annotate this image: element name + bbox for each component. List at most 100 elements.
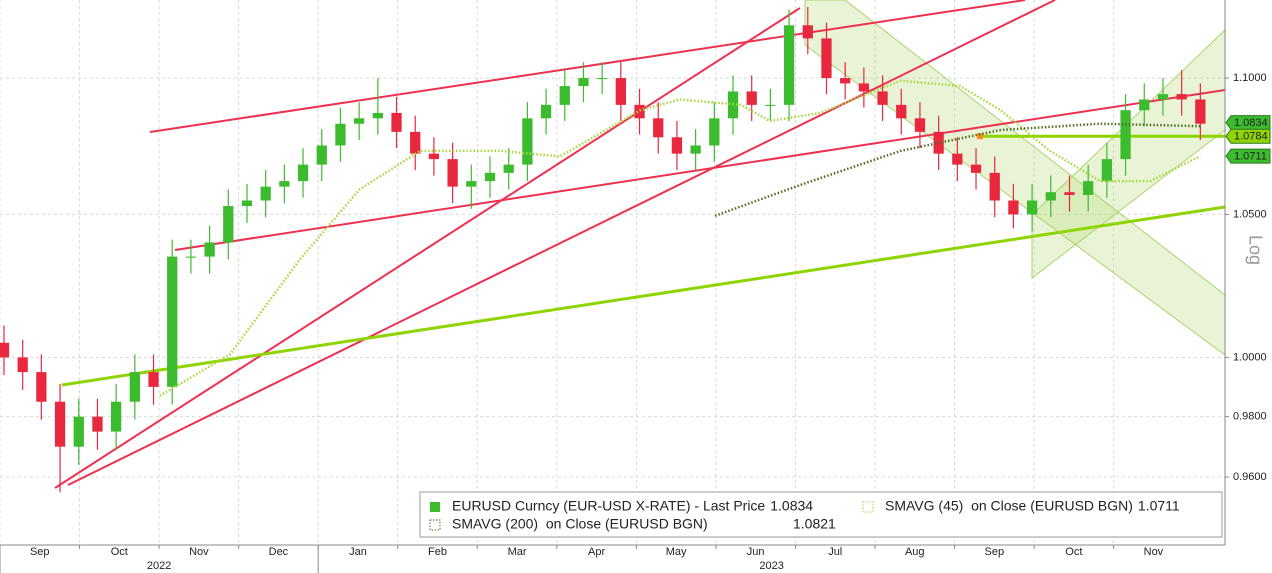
candle-body — [858, 83, 870, 92]
candle-body — [167, 256, 178, 387]
candle-body — [989, 172, 1000, 201]
price-tag-label: 1.0834 — [1234, 117, 1268, 129]
candle-body — [354, 118, 365, 124]
candle-body — [1195, 99, 1206, 124]
price-tag — [1225, 115, 1271, 131]
candle-body — [279, 181, 290, 187]
candle-body — [1101, 159, 1113, 182]
candle-body — [36, 372, 47, 402]
trend-line — [174, 89, 1226, 251]
candle-body — [952, 153, 963, 165]
candle-body — [466, 181, 477, 187]
candle-body — [1045, 192, 1056, 201]
candle-body — [241, 200, 253, 207]
candle-body — [428, 153, 440, 160]
trend-line — [61, 205, 1226, 387]
x-tick-label: Oct — [1065, 546, 1082, 558]
legend-box — [419, 491, 1223, 538]
legend-swatch — [430, 502, 440, 512]
candle-body — [746, 91, 757, 105]
legend-value: 1.0711 — [1138, 498, 1180, 514]
candle-body — [223, 206, 234, 243]
candle-body — [709, 118, 720, 146]
candle-body — [597, 78, 608, 80]
candle-body — [503, 164, 514, 173]
legend-value: 1.0834 — [770, 498, 813, 514]
candle-body — [802, 25, 813, 39]
legend-label: SMAVG (45) on Close (EURUSD BGN) — [885, 498, 1133, 514]
trend-line — [67, 0, 1056, 486]
candle-body — [92, 416, 103, 432]
x-tick-label: Feb — [428, 546, 447, 558]
candle-body — [372, 112, 383, 119]
candle-body — [690, 145, 701, 154]
candle-body — [54, 401, 66, 447]
candle-body — [578, 78, 589, 87]
candle-body — [634, 104, 645, 119]
trend-line — [149, 0, 1026, 133]
candle-body — [185, 256, 197, 258]
legend-swatch — [862, 501, 874, 513]
candle-body — [1120, 110, 1131, 160]
x-tick-label: Dec — [269, 546, 289, 558]
candle-body — [615, 78, 626, 105]
candle-body — [671, 137, 683, 154]
price-tag — [1225, 148, 1271, 164]
plot — [0, 7, 1225, 493]
x-tick-label: Jan — [349, 546, 367, 558]
candle-body — [0, 342, 10, 358]
scale-label: Log — [1245, 235, 1265, 265]
candle-body — [840, 78, 851, 84]
candle-body — [73, 416, 84, 447]
candle-body — [1157, 94, 1169, 100]
candle-body — [129, 372, 140, 402]
x-tick-label: Mar — [508, 546, 527, 558]
x-tick-label: Nov — [1144, 546, 1164, 558]
candle-body — [110, 401, 122, 432]
trend-line — [54, 7, 801, 489]
grid — [0, 0, 1225, 545]
candle-body — [204, 242, 215, 257]
x-tick-label: Nov — [189, 546, 209, 558]
candle-body — [316, 145, 327, 165]
candle-body — [877, 91, 888, 105]
x-tick-label: Apr — [588, 546, 605, 558]
candle-body — [896, 104, 907, 119]
candle-body — [783, 25, 795, 105]
candle-body — [17, 357, 28, 373]
candle-body — [970, 164, 982, 173]
candle-body — [1008, 200, 1019, 215]
candle-body — [559, 86, 570, 105]
candle-body — [335, 123, 346, 146]
price-tag-label: 1.0784 — [1234, 131, 1268, 143]
candle-body — [484, 172, 496, 182]
y-tick-label: 1.1000 — [1233, 72, 1267, 84]
candle-body — [297, 164, 309, 182]
candle-body — [821, 38, 832, 79]
candle-body — [765, 104, 776, 106]
candle-body — [260, 186, 271, 201]
candle-body — [1139, 99, 1150, 111]
candle-body — [410, 131, 421, 154]
level-anchor — [977, 133, 983, 140]
y-tick-label: 0.9600 — [1233, 471, 1267, 483]
legend-label: SMAVG (200) on Close (EURUSD BGN) — [452, 516, 708, 532]
candle-body — [1083, 181, 1094, 195]
legend-label: EURUSD Curncy (EUR-USD X-RATE) - Last Pr… — [452, 498, 765, 514]
x-tick-label: Jun — [747, 546, 765, 558]
price-tag — [1225, 128, 1271, 144]
x-tick-label: Sep — [985, 546, 1005, 558]
moving-average-line — [159, 79, 1201, 397]
candle-body — [653, 118, 664, 138]
candle-body — [540, 104, 552, 119]
candle-body — [391, 112, 402, 132]
y-tick-label: 0.9800 — [1233, 411, 1267, 423]
candle-body — [148, 372, 159, 387]
candle-body — [447, 159, 458, 187]
x-tick-label: Aug — [905, 546, 925, 558]
year-label: 2022 — [147, 560, 171, 572]
candle-body — [522, 118, 533, 165]
candle-body — [1064, 192, 1075, 195]
candle-body — [1176, 94, 1187, 100]
x-tick-label: Oct — [111, 546, 128, 558]
